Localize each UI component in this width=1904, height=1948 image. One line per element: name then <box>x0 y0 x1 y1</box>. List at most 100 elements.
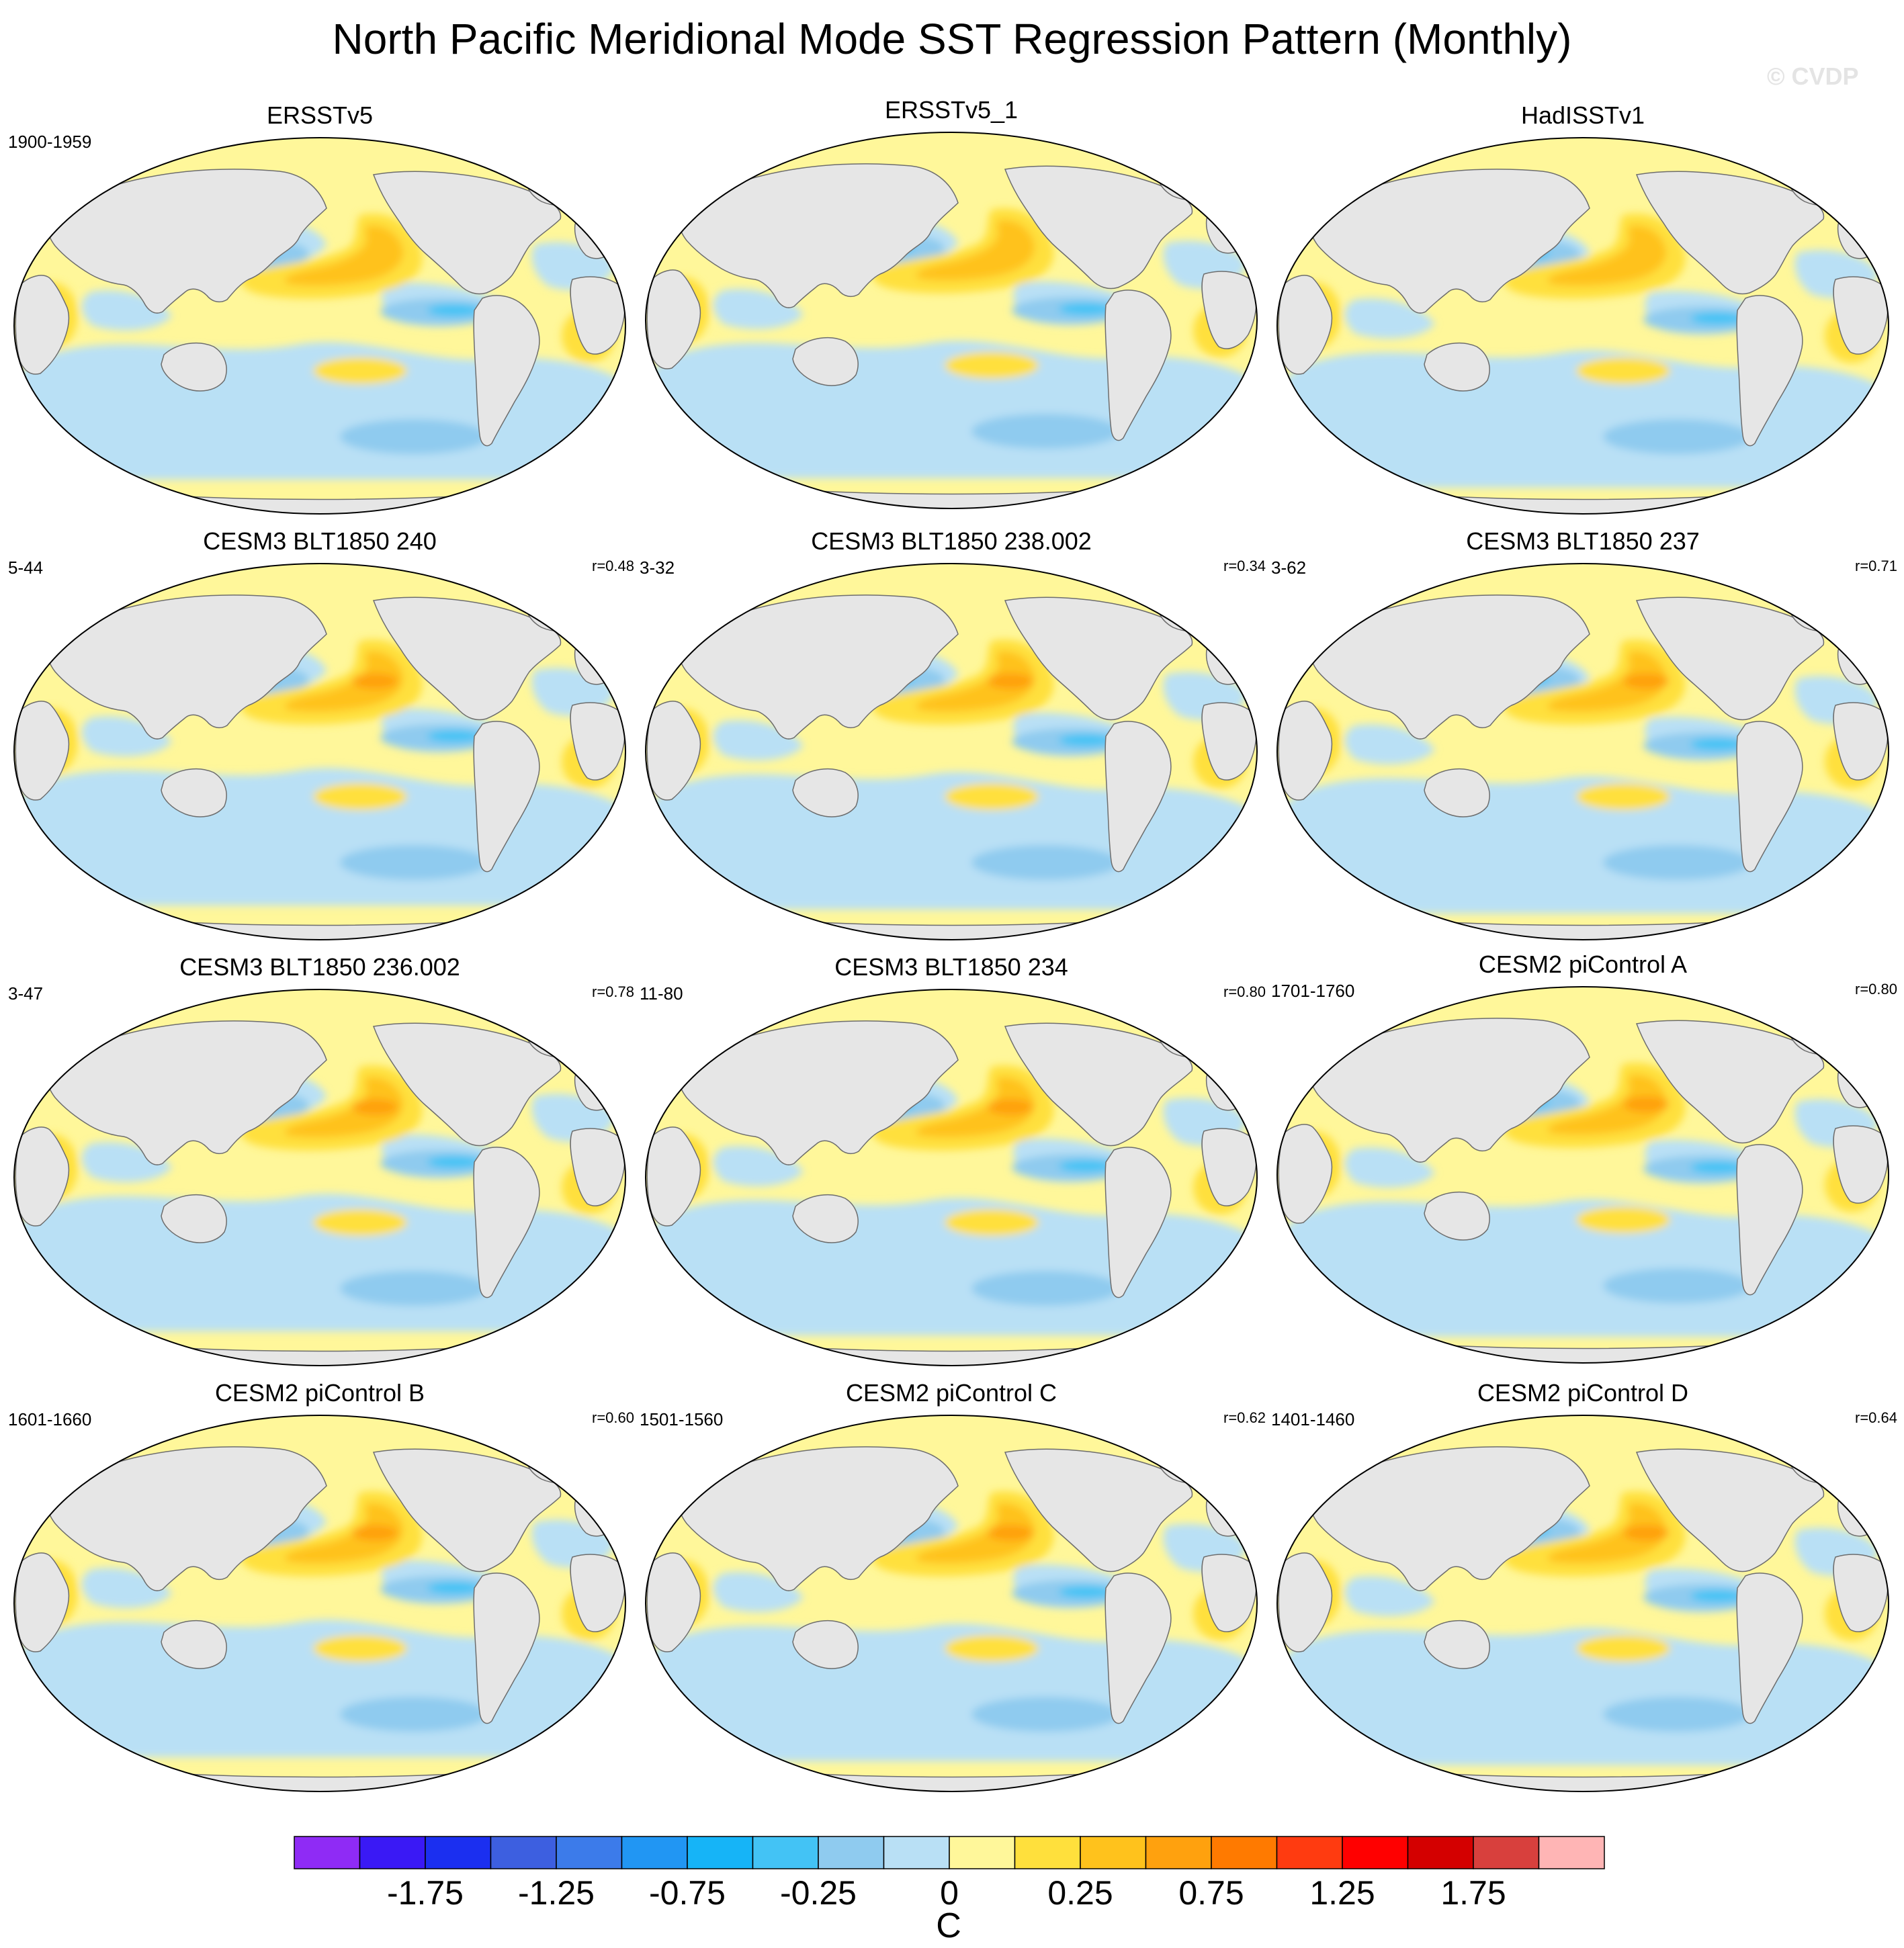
continent-africaEast <box>570 276 625 355</box>
positive-anomaly-core <box>916 1503 1035 1564</box>
map-panel-10: CESM2 piControl C 1501-1560 r=0.62 <box>636 1378 1267 1795</box>
negative-anomaly-core <box>1690 738 1744 750</box>
continent-asia <box>46 169 327 314</box>
positive-anomaly-core <box>1547 1074 1667 1135</box>
positive-anomaly-core <box>352 673 398 689</box>
sst-regression-map <box>13 989 626 1366</box>
panel-period: 3-62 <box>1271 558 1307 578</box>
colorbar-box <box>359 1836 426 1869</box>
panel-correlation: r=0.71 <box>1855 558 1897 574</box>
land-layer <box>646 1446 1257 1791</box>
continent-northAmerica <box>372 1022 562 1147</box>
panel-correlation: r=0.80 <box>1223 983 1266 1000</box>
globe-layer <box>14 1415 625 1791</box>
colorbar-tick-label: 0.75 <box>1178 1874 1244 1912</box>
panel-correlation: r=0.78 <box>592 983 634 1000</box>
continent-southAmerica <box>1736 1573 1803 1724</box>
positive-anomaly-region <box>1576 1635 1670 1662</box>
globe-layer <box>646 989 1257 1366</box>
continent-europe <box>1205 1487 1254 1537</box>
continent-northAmerica <box>1635 1448 1825 1573</box>
positive-anomaly-core <box>916 220 1035 281</box>
continent-australia <box>161 342 227 392</box>
land-layer <box>1278 1446 1889 1791</box>
globe-outline <box>645 989 1258 1366</box>
continent-southAmerica <box>1736 295 1803 447</box>
positive-anomaly-region <box>945 1635 1039 1662</box>
continent-northAmerica <box>1004 1022 1193 1147</box>
negative-anomaly-core <box>427 1582 481 1594</box>
positive-anomaly-region <box>1576 1206 1670 1233</box>
globe-outline <box>645 563 1258 940</box>
continent-asia <box>1309 594 1590 740</box>
map-panel-0: ERSSTv5 1900-1959 <box>4 101 636 517</box>
positive-anomaly-core <box>988 1525 1033 1541</box>
sst-regression-map <box>645 989 1258 1366</box>
negative-anomaly-core <box>427 1156 481 1168</box>
negative-anomaly-core <box>1059 303 1113 315</box>
continent-australia <box>792 337 859 386</box>
positive-anomaly-core <box>352 1099 398 1115</box>
map-panel-11: CESM2 piControl D 1401-1460 r=0.64 <box>1267 1378 1899 1795</box>
positive-anomaly-region <box>945 352 1039 379</box>
continent-europe <box>574 1061 623 1111</box>
continent-asia <box>1309 1018 1590 1163</box>
colorbar-box <box>556 1836 623 1869</box>
continent-europe <box>1205 204 1254 254</box>
panel-title: HadISSTv1 <box>1520 101 1645 129</box>
continent-europe <box>1837 635 1886 685</box>
sst-regression-map <box>1276 137 1889 515</box>
globe-outline <box>13 1415 626 1792</box>
land-layer <box>1278 169 1889 514</box>
colorbar-tick-label: 1.25 <box>1309 1874 1375 1912</box>
globe-layer <box>14 989 625 1366</box>
panel-title: ERSSTv5 <box>266 101 374 129</box>
globe-layer <box>14 138 625 514</box>
continent-europe <box>574 209 623 259</box>
figure-title: North Pacific Meridional Mode SST Regres… <box>332 15 1572 63</box>
panel-title: CESM2 piControl A <box>1478 950 1688 978</box>
positive-anomaly-core <box>284 1503 404 1564</box>
globe-outline <box>13 137 626 515</box>
continent-africaEast <box>1833 702 1889 781</box>
positive-anomaly-core <box>1623 673 1669 689</box>
globe-outline <box>1276 563 1889 940</box>
continent-africaEast <box>1201 1128 1257 1206</box>
continent-southAmerica <box>473 1573 540 1724</box>
negative-anomaly-core <box>971 414 1119 449</box>
continent-southAmerica <box>1736 1144 1803 1296</box>
continent-southAmerica <box>1105 1573 1172 1724</box>
continent-europe <box>1837 209 1886 259</box>
cvdp-watermark: © CVDP <box>1767 62 1859 90</box>
colorbar-box <box>294 1836 361 1869</box>
continent-northAmerica <box>1004 1448 1193 1573</box>
panel-correlation: r=0.34 <box>1223 558 1266 574</box>
colorbar-boxes <box>294 1836 1605 1869</box>
continent-africaEast <box>1833 1554 1889 1632</box>
positive-anomaly-core <box>284 1077 404 1138</box>
continent-southAmerica <box>1105 290 1172 441</box>
sst-regression-map <box>645 1415 1258 1792</box>
colorbar-box <box>490 1836 557 1869</box>
continent-australia <box>792 768 859 817</box>
map-panel-2: HadISSTv1 <box>1267 101 1899 517</box>
negative-anomaly-core <box>1603 845 1751 880</box>
continent-southAmerica <box>1105 721 1172 873</box>
colorbar-box <box>752 1836 819 1869</box>
panel-period: 3-47 <box>8 983 44 1004</box>
panel-period: 11-80 <box>640 983 683 1004</box>
negative-anomaly-core <box>1690 1161 1744 1174</box>
continent-africaEast <box>1201 1554 1257 1632</box>
sst-regression-map <box>1276 1415 1889 1792</box>
continent-australia <box>1424 342 1490 392</box>
continent-asia <box>46 1020 327 1165</box>
panel-correlation: r=0.60 <box>592 1409 634 1426</box>
globe-outline <box>1276 137 1889 515</box>
colorbar-box <box>1473 1836 1540 1869</box>
sst-regression-map <box>1276 563 1889 940</box>
continent-australia <box>1424 1191 1490 1241</box>
globe-layer <box>646 132 1257 508</box>
positive-anomaly-core <box>916 1077 1035 1138</box>
panel-title: CESM2 piControl B <box>214 1379 425 1407</box>
continent-australia <box>792 1194 859 1243</box>
